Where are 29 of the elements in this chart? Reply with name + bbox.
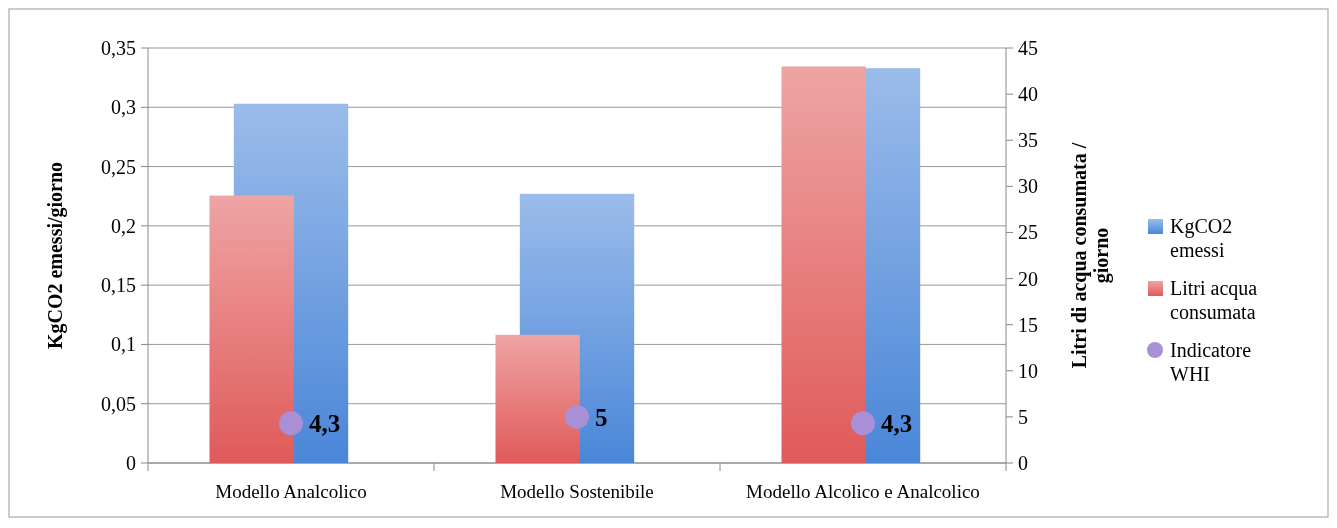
y-tick-label: 0,15 (101, 274, 136, 297)
legend-label: Indicatore WHI (1170, 339, 1252, 385)
y-tick-label: 0,1 (111, 333, 136, 356)
y2-tick-label: 5 (1018, 405, 1028, 428)
y2-tick-label: 25 (1018, 221, 1038, 244)
data-label: 5 (595, 403, 608, 431)
y2-tick-label: 15 (1018, 313, 1038, 336)
x-tick-label: Modello Alcolico e Analcolico (746, 481, 980, 502)
y-tick-label: 0,05 (101, 392, 136, 415)
x-tick-label: Modello Sostenibile (500, 481, 654, 502)
y2-tick-label: 30 (1018, 175, 1038, 198)
x-tick-label: Modello Analcolico (215, 481, 367, 502)
y-tick-label: 0,2 (111, 214, 136, 237)
y2-tick-label: 0 (1018, 452, 1028, 474)
legend-label: KgCO2 emessi (1170, 215, 1233, 261)
y2-tick-label: 20 (1018, 267, 1038, 290)
y-tick-label: 0,25 (101, 155, 136, 178)
data-label: 4,3 (309, 410, 341, 438)
y2-tick-label: 40 (1018, 83, 1038, 106)
data-label: 4,3 (881, 410, 913, 438)
y2-tick-label: 35 (1018, 129, 1038, 152)
y2-tick-label: 45 (1018, 37, 1038, 59)
y2-axis-title: Litri di acqua consumata / giorno (1068, 142, 1113, 369)
y-tick-label: 0,3 (111, 96, 136, 119)
y-tick-label: 0 (126, 452, 136, 474)
y-tick-label: 0,35 (101, 37, 136, 59)
y2-tick-label: 10 (1018, 359, 1038, 382)
legend-label: Litri acqua consumata (1170, 277, 1258, 323)
y-axis-title: KgCO2 emessi/giorno (44, 161, 67, 350)
